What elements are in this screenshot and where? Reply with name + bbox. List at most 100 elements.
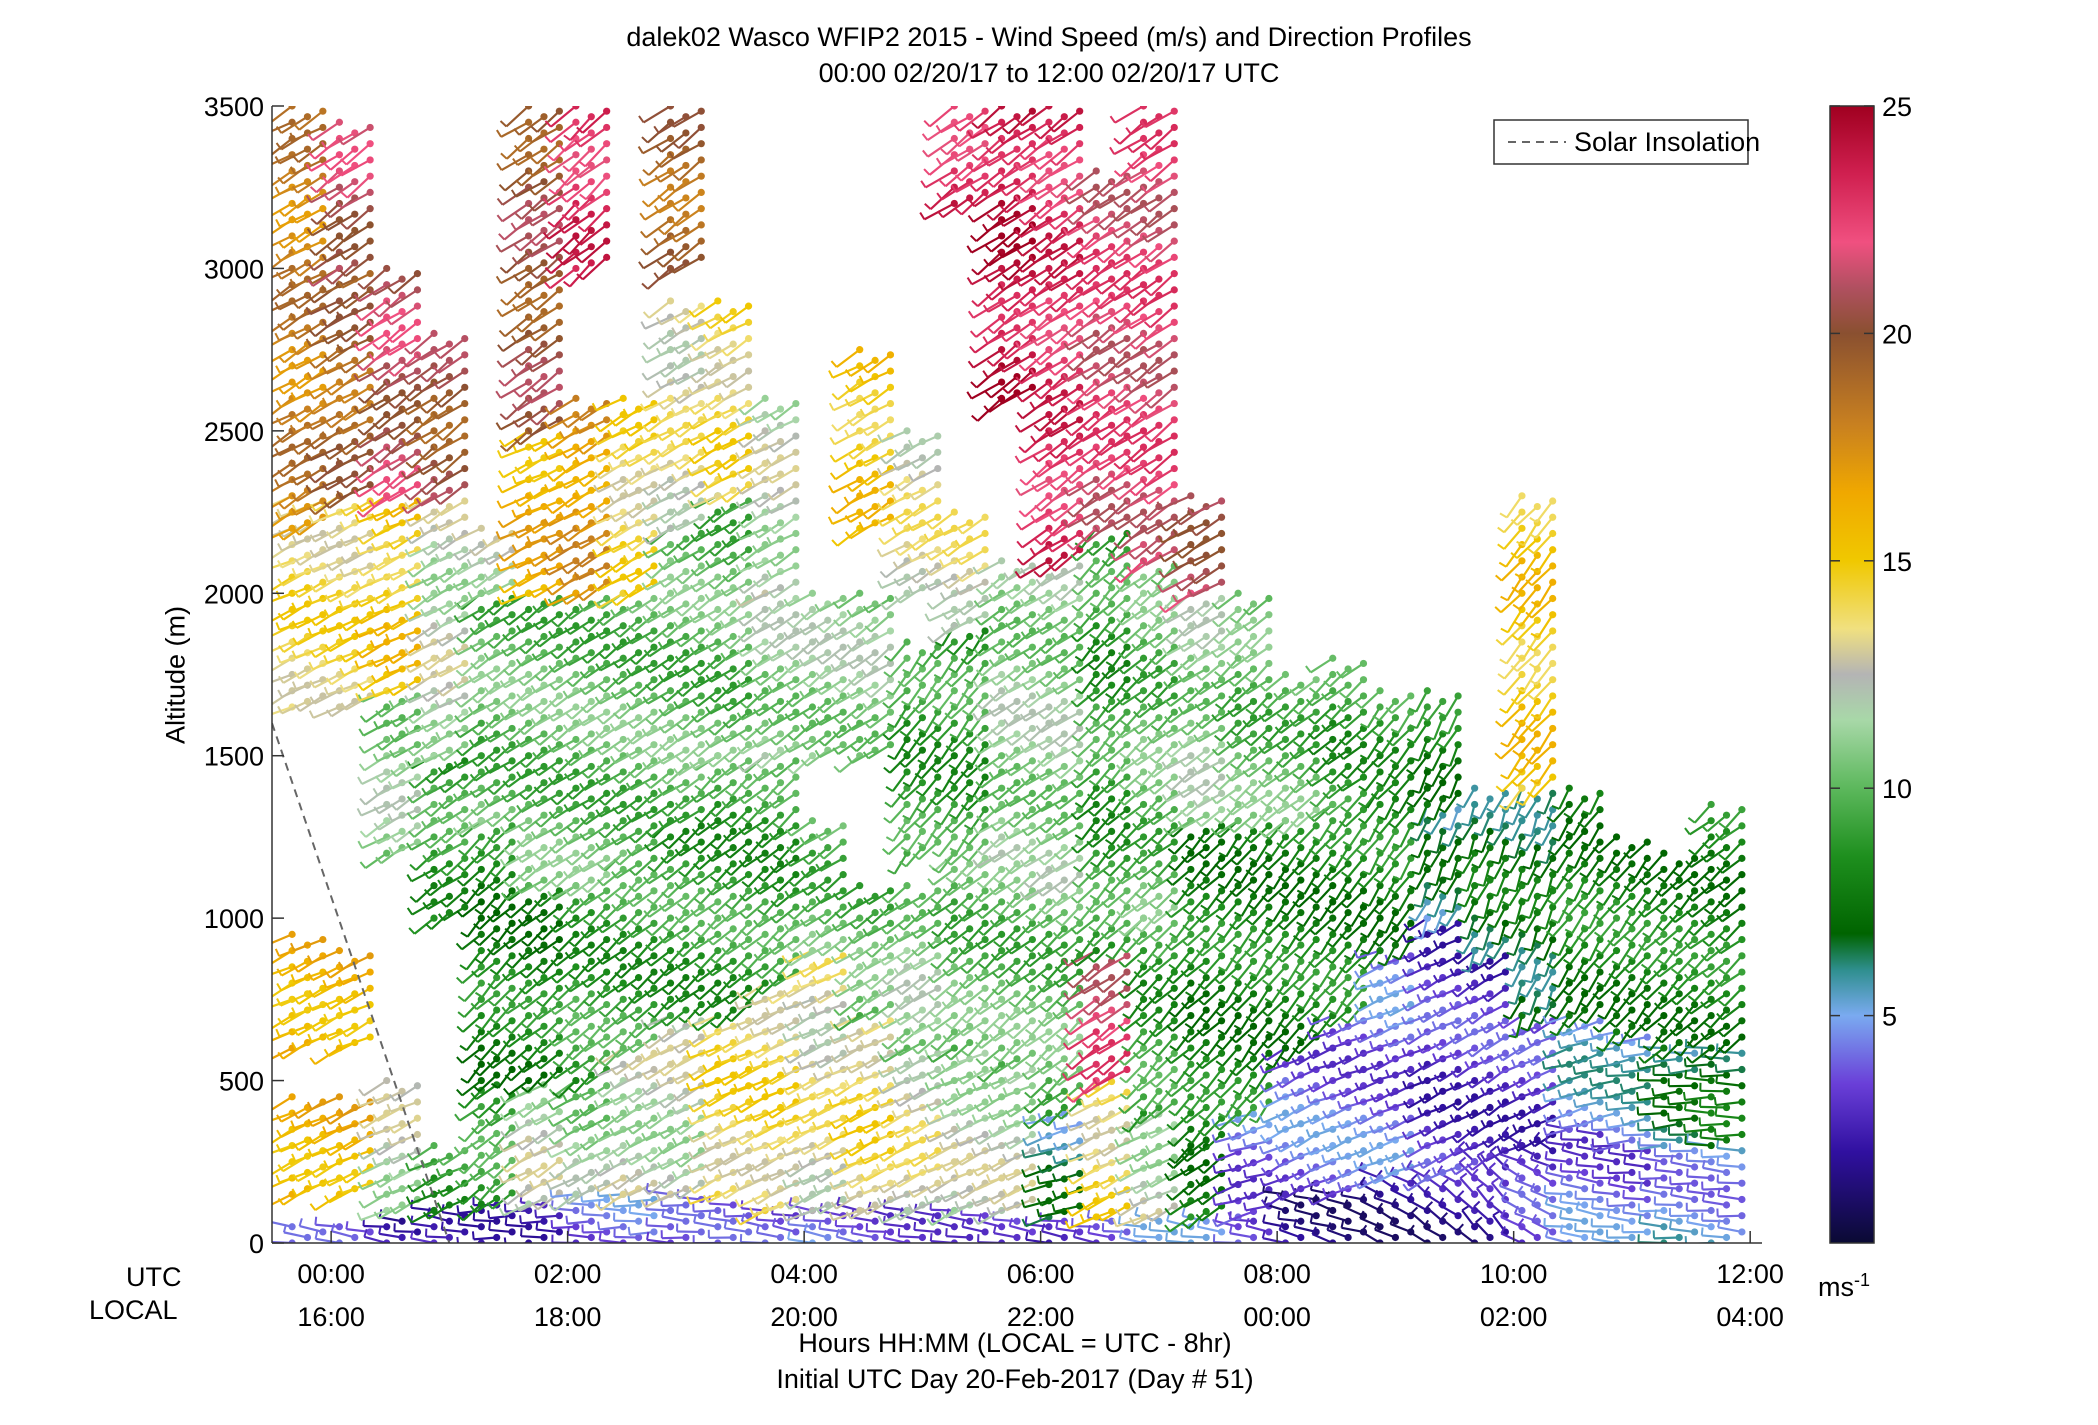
wind-barb-flag [263,376,268,382]
wind-barb-flag [456,1205,460,1214]
wind-barb-dot [303,990,312,998]
wind-barb-flag [262,474,267,480]
wind-barb-flag [307,955,313,964]
wind-barb-staff [330,700,356,718]
wind-barb-flag [338,976,344,985]
wind-barb-staff [297,581,324,599]
wind-barb-dot [461,903,469,911]
wind-barb-dot [634,892,643,900]
wind-barb-dot [587,1217,595,1225]
wind-barb-dot [319,643,327,651]
wind-barb-staff [297,1166,324,1183]
wind-barb-flag [291,347,298,356]
wind-barb-flag [292,964,299,973]
wind-barb-staff [295,564,324,577]
wind-barb-dot [508,952,516,960]
wind-barb-dot [634,649,643,657]
wind-barb-dot [445,486,453,494]
wind-barb-flag [325,277,334,285]
wind-barb-dot [729,486,737,494]
wind-barb-staff [328,1025,356,1041]
wind-barb-flag [336,311,342,320]
wind-barb-flag [309,696,316,705]
wind-barb-flag [340,702,347,711]
wind-barb-dot [634,1217,643,1225]
wind-barb-flag [323,574,329,583]
wind-barb-flag [263,411,268,417]
wind-barb-flag [261,1183,265,1190]
wind-barb-flag [308,391,316,400]
wind-barb-flag [339,667,345,676]
wind-barb-flag [330,1223,336,1232]
wind-barb-dot [398,827,406,836]
wind-barb-dot [508,1124,516,1132]
wind-barb-staff [280,1139,308,1153]
wind-barb-flag [322,1126,328,1135]
wind-barb-dot [445,421,453,429]
wind-barb-dot [461,513,469,521]
wind-barb-dot [303,1233,312,1242]
wind-barb-dot [445,600,453,608]
wind-barb-dot [697,838,705,846]
wind-barb-dot [744,903,753,911]
wind-barb-flag [261,1055,265,1062]
wind-barb-flag [308,152,316,160]
wind-barb-staff [693,1209,718,1213]
wind-barb-dot [540,990,548,998]
wind-barb-flag [274,186,281,195]
wind-barb-dot [587,210,595,218]
wind-barb-dot [619,882,627,890]
wind-barb-flag [487,1210,491,1219]
wind-barb-flag [290,974,296,983]
wind-barb-dot [540,1162,548,1170]
wind-barb-dot [603,464,611,473]
wind-barb-flag [581,1206,584,1215]
wind-barb-flag [321,254,328,263]
wind-barb-flag [278,645,285,653]
wind-barb-dot [540,1071,548,1079]
wind-barb-dot [319,1228,327,1236]
wind-barb-dot [288,232,296,240]
wind-barb-flag [307,406,315,415]
wind-barb-flag [307,133,314,141]
wind-barb-dot [477,914,485,922]
wind-barb-dot [461,432,469,440]
wind-barb-dot [555,237,563,245]
wind-barb-dot [666,297,675,305]
wind-barb-dot [744,692,753,700]
wind-barb-staff [279,1025,308,1038]
wind-barb-staff [344,532,371,547]
wind-barb-dot [383,329,391,337]
wind-barb-dot [477,833,485,841]
wind-barb-staff [279,586,308,600]
chart-title: dalek02 Wasco WFIP2 2015 - Wind Speed (m… [626,22,1472,52]
wind-barb-flag [503,1237,507,1243]
wind-barb-flag [305,163,312,172]
wind-barb-dot [697,578,705,586]
wind-barb-dot [288,1223,296,1231]
wind-barb-flag [565,1215,569,1224]
wind-barb-flag [308,1136,315,1145]
wind-barb-dot [666,589,675,597]
wind-barb-dot [682,779,690,787]
wind-barb-flag [263,993,268,999]
wind-barb-dot [587,178,595,186]
wind-barb-dot [587,243,595,251]
wind-barb-dot [682,925,690,933]
wind-barb-staff [345,1166,371,1184]
wind-barb-flag [263,1170,268,1177]
wind-barb-dot [729,860,737,868]
wind-barb-flag [275,1174,281,1183]
wind-barb-dot [288,199,296,208]
wind-barb-dot [461,448,469,456]
wind-barb-flag [336,344,342,353]
wind-barb-dot [697,1228,705,1236]
wind-barb-flag [323,655,329,664]
wind-barb-dot [603,871,611,879]
wind-barb-dot [666,995,675,1003]
wind-barb-flag [292,1173,299,1182]
wind-barb-dot [572,995,580,1003]
wind-barb-staff [314,1047,341,1066]
wind-barb-dot [288,106,296,110]
wind-barb-dot [555,318,563,326]
